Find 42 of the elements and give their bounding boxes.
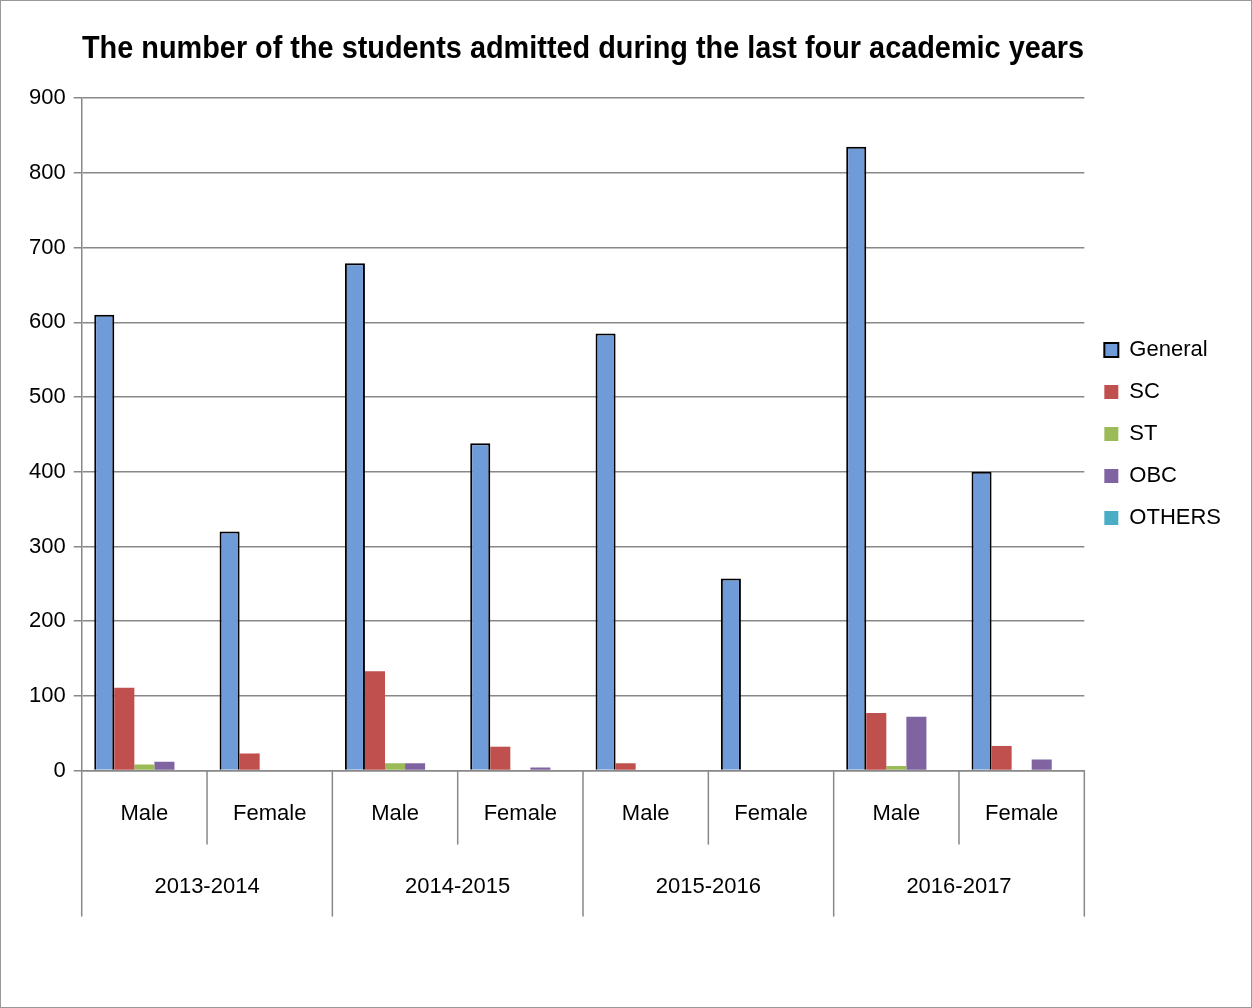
y-tick-label: 200 xyxy=(28,607,66,633)
text: 2016-2017 xyxy=(906,872,1012,898)
y-tick-label: 900 xyxy=(28,84,66,110)
y-tick-label: 800 xyxy=(28,158,66,184)
bar xyxy=(615,763,636,770)
bar xyxy=(906,716,927,770)
x-tick-label: Male xyxy=(621,799,670,825)
text: 2013-2014 xyxy=(154,872,260,898)
bar xyxy=(405,763,426,770)
y-tick-label: 700 xyxy=(28,233,66,259)
bar xyxy=(364,671,385,770)
legend-label: ST xyxy=(1129,420,1158,446)
y-tick-label: 100 xyxy=(28,681,66,707)
bar xyxy=(154,761,175,770)
legend-label: OTHERS xyxy=(1129,504,1222,530)
bar xyxy=(991,745,1012,770)
legend-label: SC xyxy=(1129,378,1160,404)
y-tick-label: 500 xyxy=(28,383,66,409)
legend-label: General xyxy=(1129,336,1208,362)
x-tick-label: Female xyxy=(233,799,307,825)
bar xyxy=(114,687,135,770)
x-tick-label: Female xyxy=(984,799,1059,825)
bar xyxy=(490,746,511,770)
x-tick-label: Female xyxy=(483,799,558,825)
bar xyxy=(134,764,155,770)
bar xyxy=(886,766,907,770)
x-tick-label: Male xyxy=(120,799,169,825)
y-tick-label: 600 xyxy=(28,308,66,334)
y-tick-label: 0 xyxy=(53,756,66,782)
bar xyxy=(239,753,260,770)
text: 2014-2015 xyxy=(405,872,511,898)
x-tick-label: Male xyxy=(371,799,419,825)
chart-title: The number of the students admitted during the last four academic years xyxy=(81,30,1085,65)
legend-label: OBC xyxy=(1129,462,1178,488)
bar xyxy=(866,713,887,770)
x-tick-label: Female xyxy=(734,799,808,825)
bar xyxy=(1031,759,1052,770)
text: 2015-2016 xyxy=(655,872,761,898)
y-tick-label: 300 xyxy=(28,532,66,558)
bar xyxy=(385,763,406,770)
x-tick-label: Male xyxy=(872,799,921,825)
y-tick-label: 400 xyxy=(28,457,66,483)
